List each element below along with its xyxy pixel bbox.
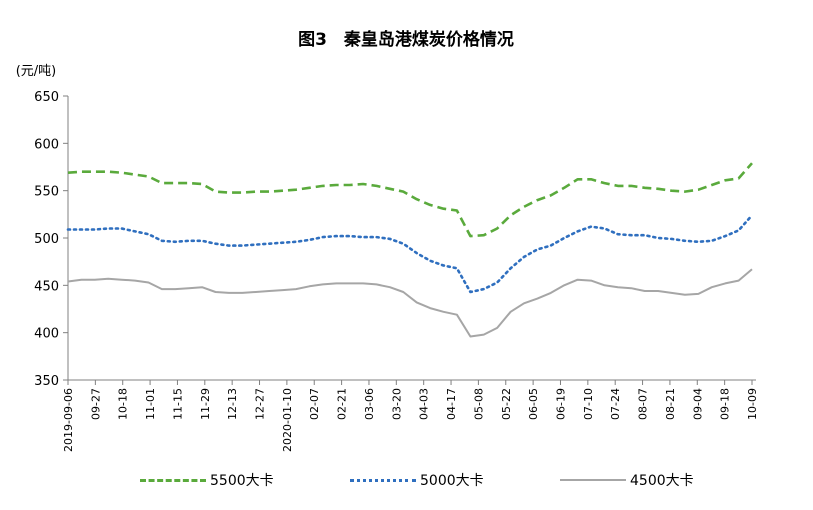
x-tick-label: 12-13 <box>226 388 239 420</box>
y-tick-label: 650 <box>34 90 59 105</box>
y-tick-label: 350 <box>34 374 59 389</box>
legend: 5500大卡 5000大卡 4500大卡 <box>0 470 813 500</box>
y-tick-label: 400 <box>34 327 59 342</box>
x-tick-label: 09-18 <box>719 388 732 420</box>
series-layer <box>66 162 754 338</box>
legend-label: 5500大卡 <box>210 473 274 489</box>
legend-item: 4500大卡 <box>560 470 694 490</box>
x-tick-label: 2020-01-10 <box>281 388 294 452</box>
legend-label: 5000大卡 <box>420 473 484 489</box>
y-axis-unit-label: (元/吨) <box>16 64 57 79</box>
x-tick-label: 11-29 <box>199 388 212 420</box>
x-tick-label: 02-21 <box>336 388 349 420</box>
x-tick-label: 06-05 <box>527 388 540 420</box>
legend-item: 5500大卡 <box>140 470 274 490</box>
x-tick-label: 08-21 <box>664 388 677 420</box>
y-tick-label: 600 <box>34 137 59 152</box>
x-tick-labels: 2019-09-06 09-27 10-18 11-01 11-15 11-29 12-13… <box>62 380 759 452</box>
x-tick-label: 02-07 <box>308 388 321 420</box>
x-tick-label: 05-08 <box>472 388 485 420</box>
x-tick-label: 09-27 <box>89 388 102 420</box>
x-tick-label: 08-07 <box>637 388 650 420</box>
y-tick-label: 450 <box>34 279 59 294</box>
x-tick-label: 2019-09-06 <box>62 388 75 452</box>
x-tick-label: 04-03 <box>418 388 431 420</box>
x-tick-label: 11-01 <box>144 388 157 420</box>
price-line-chart: 图3 秦皇岛港煤炭价格情况 (元/吨) 350 400 450 500 550 600 65… <box>16 29 759 452</box>
legend-label: 4500大卡 <box>630 473 694 489</box>
legend-swatch <box>560 479 626 481</box>
x-tick-label: 09-04 <box>691 388 704 420</box>
axes: 350 400 450 500 550 600 650 <box>34 90 756 389</box>
x-tick-label: 07-10 <box>582 388 595 420</box>
x-tick-label: 10-18 <box>117 388 130 420</box>
x-tick-label: 10-09 <box>746 388 759 420</box>
x-tick-label: 07-24 <box>609 388 622 420</box>
legend-item: 5000大卡 <box>350 470 484 490</box>
x-tick-label: 03-20 <box>390 388 403 420</box>
chart-title: 图3 秦皇岛港煤炭价格情况 <box>298 29 514 50</box>
series-line-0 <box>67 162 753 238</box>
legend-swatch <box>350 478 416 482</box>
series-line-2 <box>67 268 753 338</box>
x-tick-label: 06-19 <box>554 388 567 420</box>
x-tick-label: 11-15 <box>171 388 184 420</box>
x-tick-label: 12-27 <box>254 388 267 420</box>
y-tick-label: 500 <box>34 232 59 247</box>
x-tick-label: 04-17 <box>445 388 458 420</box>
legend-swatch <box>140 478 206 482</box>
x-tick-label: 03-06 <box>363 388 376 420</box>
x-tick-label: 05-22 <box>500 388 513 420</box>
y-tick-label: 550 <box>34 185 59 200</box>
series-line-1 <box>66 214 754 294</box>
